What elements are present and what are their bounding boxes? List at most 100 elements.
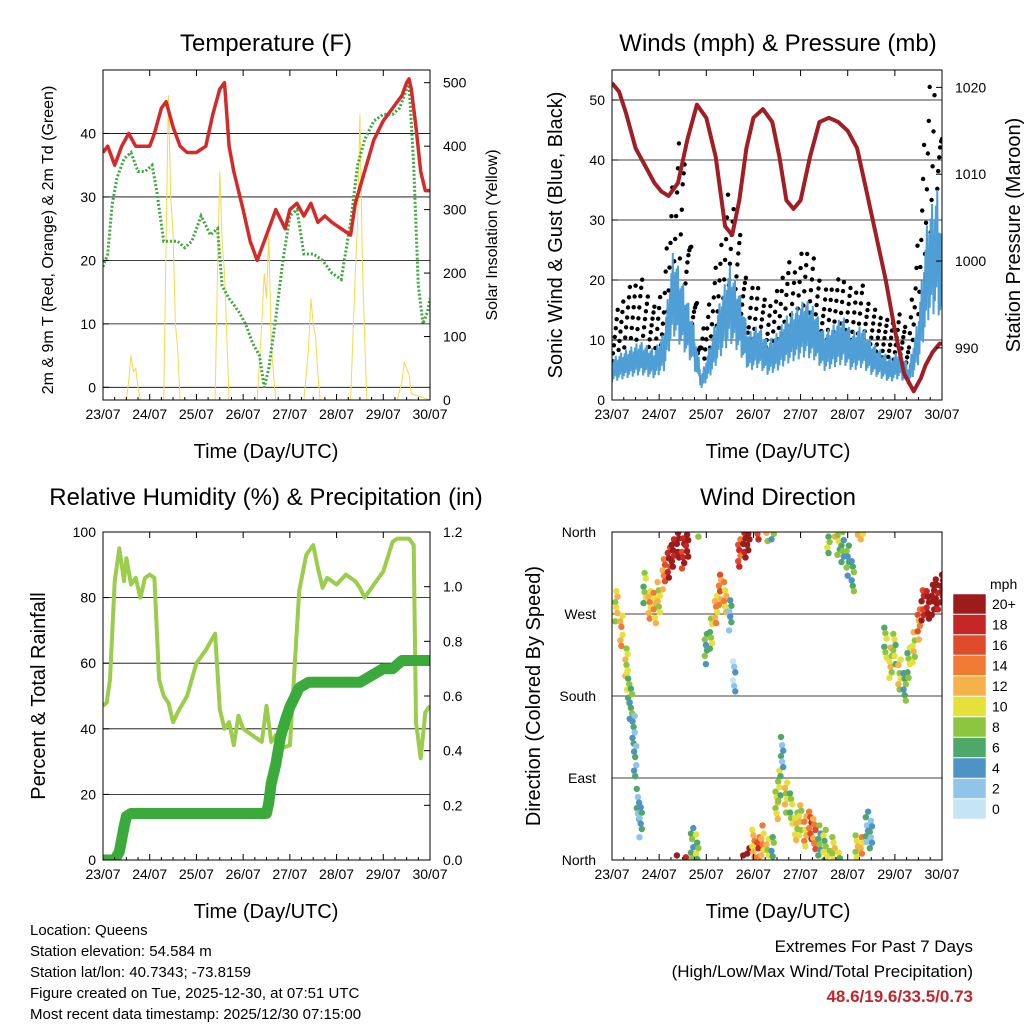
legend-label: 16	[992, 637, 1008, 653]
direction-point	[839, 532, 846, 536]
y2-tick-label: 1010	[955, 166, 986, 182]
gust-point	[711, 295, 716, 300]
legend-label: 0	[992, 801, 1000, 817]
direction-point	[685, 553, 692, 560]
direction-point	[886, 674, 893, 681]
gust-point	[612, 351, 616, 356]
direction-point	[914, 628, 921, 635]
direction-point	[838, 558, 845, 566]
direction-point	[674, 532, 682, 537]
info-created: Figure created on Tue, 2025-12-30, at 07…	[30, 985, 360, 1002]
direction-point	[633, 742, 640, 750]
direction-point	[836, 855, 843, 860]
y2-tick-label: 200	[443, 265, 467, 281]
direction-point	[744, 541, 751, 548]
direction-point	[815, 852, 822, 859]
direction-point	[668, 558, 675, 565]
direction-point	[772, 788, 779, 795]
gust-point	[877, 322, 882, 327]
direction-point	[665, 574, 673, 581]
gust-point	[901, 335, 906, 340]
gust-point	[923, 220, 929, 225]
gust-point	[827, 307, 832, 313]
direction-point	[687, 830, 695, 837]
direction-point	[720, 578, 728, 586]
x-tick-label: 30/07	[412, 866, 447, 882]
x-tick-label: 27/07	[272, 406, 307, 422]
gust-point	[904, 355, 910, 360]
direction-point	[687, 849, 695, 856]
direction-point	[844, 553, 851, 560]
direction-point	[882, 629, 889, 637]
gust-point	[835, 288, 840, 293]
direction-point	[736, 547, 743, 554]
gust-point	[759, 317, 765, 322]
direction-point	[711, 614, 719, 621]
direction-point	[802, 843, 809, 850]
gust-point	[666, 288, 671, 293]
direction-point	[781, 801, 789, 808]
direction-point	[623, 661, 630, 669]
gust-point	[779, 288, 784, 294]
direction-point	[654, 598, 661, 605]
direction-point	[669, 563, 677, 570]
gust-point	[776, 325, 782, 331]
legend-swatch	[952, 696, 987, 717]
direction-point	[742, 554, 749, 561]
direction-point	[646, 599, 653, 606]
x-tick-label: 28/07	[319, 866, 354, 882]
gust-point	[797, 279, 802, 285]
gust-point	[622, 345, 627, 350]
y-tick-label: 40	[80, 721, 96, 737]
legend-label: 8	[992, 719, 1000, 735]
gust-point	[631, 305, 636, 310]
direction-point	[624, 650, 631, 658]
gust-point	[826, 317, 832, 323]
direction-point	[825, 549, 832, 557]
gust-point	[815, 294, 820, 299]
gust-point	[939, 136, 942, 142]
gust-point	[852, 310, 857, 315]
direction-point	[916, 622, 924, 629]
direction-point	[902, 681, 909, 688]
gust-point	[929, 197, 934, 203]
gust-point	[753, 316, 758, 322]
x-tick-label: 26/07	[736, 406, 771, 422]
gust-point	[905, 350, 911, 355]
direction-point	[812, 845, 819, 853]
direction-point	[938, 571, 942, 578]
gust-point	[860, 283, 865, 288]
direction-point	[882, 649, 889, 656]
direction-point	[890, 630, 897, 638]
gust-point	[787, 260, 792, 265]
x-tick-label: 26/07	[226, 406, 261, 422]
direction-point	[901, 691, 908, 699]
x-tick-label: 27/07	[272, 866, 307, 882]
direction-point	[781, 784, 789, 792]
gust-point	[644, 301, 650, 306]
direction-ylabel-left: Direction (Colored By Speed)	[523, 566, 545, 826]
gust-point	[816, 286, 821, 291]
direction-point	[630, 748, 638, 755]
direction-point	[843, 564, 850, 571]
gust-point	[633, 283, 638, 288]
direction-point	[845, 542, 852, 549]
gust-point	[932, 93, 937, 98]
gust-point	[854, 290, 859, 295]
direction-point	[661, 561, 669, 568]
gust-point	[747, 315, 752, 320]
gust-point	[839, 299, 845, 305]
direction-point	[732, 669, 739, 676]
gust-point	[810, 266, 815, 271]
direction-point	[758, 852, 765, 859]
gust-point	[745, 330, 750, 335]
direction-point	[617, 637, 624, 644]
direction-point	[801, 818, 808, 825]
gust-point	[742, 280, 748, 286]
gust-point	[612, 343, 617, 348]
gust-point	[920, 176, 926, 182]
gust-point	[789, 301, 795, 307]
legend-swatch	[952, 634, 987, 656]
direction-point	[632, 753, 639, 761]
gust-point	[897, 312, 902, 317]
